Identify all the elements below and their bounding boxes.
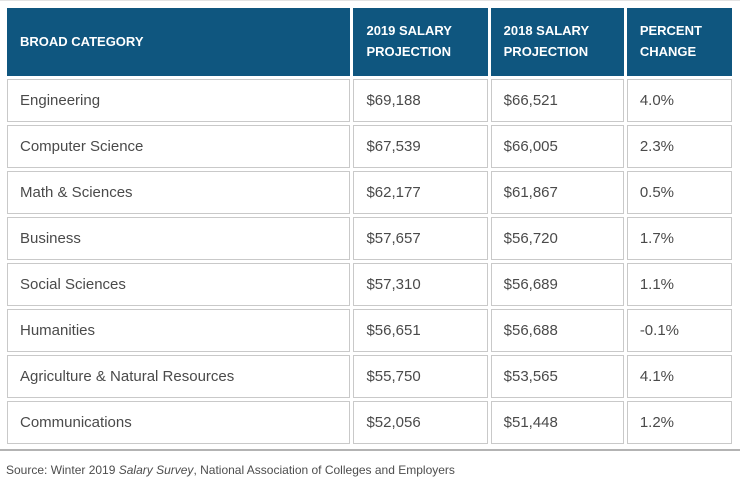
source-note: Source: Winter 2019 Salary Survey, Natio… <box>6 463 736 479</box>
cell-category: Social Sciences <box>7 263 351 306</box>
salary-projection-table: BROAD CATEGORY 2019 SALARY PROJECTION 20… <box>4 5 735 447</box>
table-row: Math & Sciences $62,177 $61,867 0.5% <box>7 171 732 214</box>
col-header-2019-salary-projection: 2019 SALARY PROJECTION <box>353 8 488 76</box>
cell-salary-2019: $57,657 <box>353 217 488 260</box>
source-prefix: Source: Winter 2019 <box>6 463 119 477</box>
cell-category: Business <box>7 217 351 260</box>
cell-percent-change: 4.0% <box>626 79 732 122</box>
cell-percent-change: 0.5% <box>626 171 732 214</box>
col-header-broad-category: BROAD CATEGORY <box>7 8 351 76</box>
cell-percent-change: 4.1% <box>626 355 732 398</box>
cell-category: Communications <box>7 401 351 444</box>
cell-salary-2019: $57,310 <box>353 263 488 306</box>
cell-salary-2019: $56,651 <box>353 309 488 352</box>
table-row: Computer Science $67,539 $66,005 2.3% <box>7 125 732 168</box>
source-italic: Salary Survey <box>118 463 194 477</box>
cell-percent-change: 2.3% <box>626 125 732 168</box>
cell-salary-2018: $66,005 <box>490 125 624 168</box>
divider <box>0 449 740 451</box>
cell-salary-2018: $61,867 <box>490 171 624 214</box>
cell-category: Math & Sciences <box>7 171 351 214</box>
col-header-percent-change: PERCENT CHANGE <box>626 8 732 76</box>
cell-percent-change: 1.7% <box>626 217 732 260</box>
cell-category: Humanities <box>7 309 351 352</box>
cell-salary-2018: $56,720 <box>490 217 624 260</box>
cell-category: Engineering <box>7 79 351 122</box>
cell-salary-2018: $66,521 <box>490 79 624 122</box>
cell-category: Computer Science <box>7 125 351 168</box>
table-row: Engineering $69,188 $66,521 4.0% <box>7 79 732 122</box>
cell-percent-change: 1.2% <box>626 401 732 444</box>
cell-salary-2019: $55,750 <box>353 355 488 398</box>
cell-salary-2019: $67,539 <box>353 125 488 168</box>
cell-salary-2018: $51,448 <box>490 401 624 444</box>
cell-percent-change: -0.1% <box>626 309 732 352</box>
source-suffix: , National Association of Colleges and E… <box>193 463 455 477</box>
header-row: BROAD CATEGORY 2019 SALARY PROJECTION 20… <box>7 8 732 76</box>
cell-salary-2018: $56,689 <box>490 263 624 306</box>
cell-salary-2019: $69,188 <box>353 79 488 122</box>
table-row: Communications $52,056 $51,448 1.2% <box>7 401 732 444</box>
table-row: Social Sciences $57,310 $56,689 1.1% <box>7 263 732 306</box>
col-header-2018-salary-projection: 2018 SALARY PROJECTION <box>490 8 624 76</box>
cell-salary-2019: $52,056 <box>353 401 488 444</box>
cell-percent-change: 1.1% <box>626 263 732 306</box>
table-row: Humanities $56,651 $56,688 -0.1% <box>7 309 732 352</box>
cell-category: Agriculture & Natural Resources <box>7 355 351 398</box>
table-row: Business $57,657 $56,720 1.7% <box>7 217 732 260</box>
cell-salary-2018: $56,688 <box>490 309 624 352</box>
cell-salary-2019: $62,177 <box>353 171 488 214</box>
table-row: Agriculture & Natural Resources $55,750 … <box>7 355 732 398</box>
cell-salary-2018: $53,565 <box>490 355 624 398</box>
